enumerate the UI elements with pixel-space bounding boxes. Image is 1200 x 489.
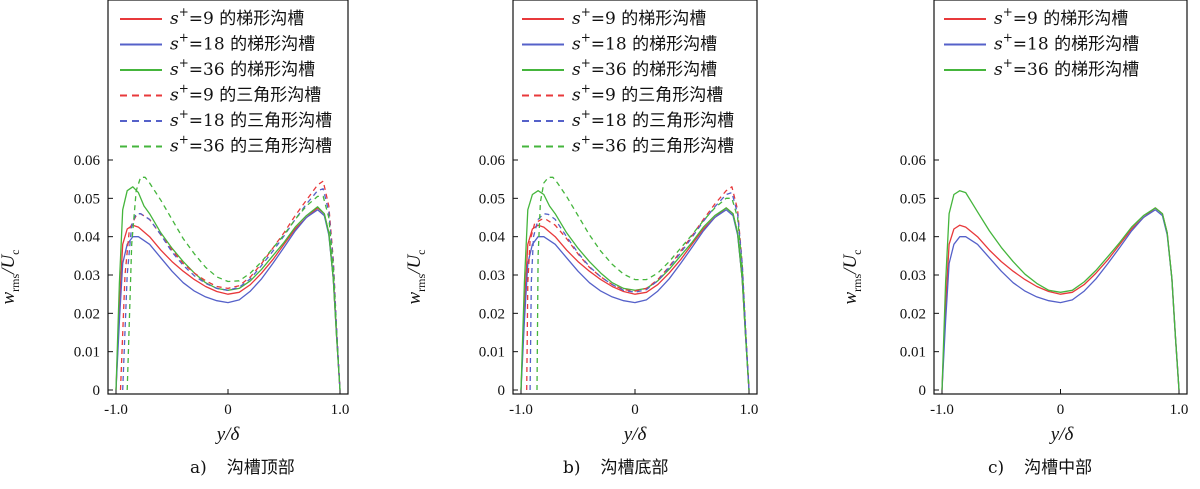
y-tick-label: 0.05 — [74, 191, 100, 207]
x-tick-label: 0 — [224, 402, 232, 418]
legend-entry: s+=9 的梯形沟槽 — [170, 5, 304, 29]
y-tick-label: 0 — [919, 383, 927, 399]
x-axis-label: y/δ — [215, 424, 241, 445]
caption: c) 沟槽中部 — [988, 458, 1092, 478]
series-layer — [941, 190, 1180, 391]
y-tick-label: 0 — [498, 383, 506, 399]
x-tick-label: -1.0 — [509, 402, 533, 418]
caption: a) 沟槽顶部 — [190, 458, 295, 478]
legend-entry: s+=36 的梯形沟槽 — [994, 56, 1139, 80]
tick-layer: 00.010.020.030.040.050.06-1.0 0 1.0 — [74, 153, 350, 418]
series-line — [520, 207, 750, 391]
x-tick-label: 0 — [631, 402, 639, 418]
y-tick-label: 0.06 — [479, 153, 506, 169]
legend-entry: s+=9 的梯形沟槽 — [572, 5, 706, 29]
x-tick-label: 0 — [1057, 402, 1065, 418]
tick-layer: 00.010.020.030.040.050.06-1.0 0 1.0 — [479, 153, 759, 418]
series-line — [520, 209, 750, 391]
y-axis-label: wrms/Uc — [404, 249, 428, 304]
y-tick-label: 0.01 — [74, 345, 100, 361]
legend-entry: s+=36 的三角形沟槽 — [170, 133, 332, 157]
legend-entry: s+=18 的三角形沟槽 — [572, 107, 734, 131]
legend-entry: s+=9 的梯形沟槽 — [994, 5, 1128, 29]
y-tick-label: 0.05 — [900, 191, 926, 207]
legend-entry: s+=9 的三角形沟槽 — [572, 82, 723, 106]
y-tick-label: 0.02 — [900, 306, 926, 322]
legend-entry: s+=18 的梯形沟槽 — [994, 31, 1139, 55]
x-tick-label: 1.0 — [740, 402, 759, 418]
y-tick-label: 0.03 — [900, 268, 926, 284]
series-layer — [115, 176, 341, 391]
y-tick-label: 0.01 — [900, 345, 926, 361]
y-tick-label: 0.04 — [900, 230, 927, 246]
x-axis-label: y/δ — [622, 424, 648, 445]
series-line — [520, 190, 750, 391]
series-layer — [520, 176, 750, 391]
legend-entry: s+=36 的三角形沟槽 — [572, 133, 734, 157]
legend-entry: s+=18 的三角形沟槽 — [170, 107, 332, 131]
y-tick-label: 0.01 — [479, 345, 505, 361]
x-tick-label: -1.0 — [930, 402, 954, 418]
series-line — [941, 190, 1180, 391]
series-line — [941, 209, 1180, 391]
series-line — [126, 176, 341, 391]
y-tick-label: 0.04 — [74, 230, 101, 246]
legend-entry: s+=18 的梯形沟槽 — [170, 31, 315, 55]
legend-entry: s+=36 的梯形沟槽 — [572, 56, 717, 80]
y-axis-label: wrms/Uc — [840, 249, 864, 304]
series-line — [529, 191, 750, 391]
y-tick-label: 0.02 — [479, 306, 505, 322]
x-axis-label: y/δ — [1049, 424, 1075, 445]
legend-entry: s+=18 的梯形沟槽 — [572, 31, 717, 55]
legend-entry: s+=36 的梯形沟槽 — [170, 56, 315, 80]
y-tick-label: 0.04 — [479, 230, 506, 246]
y-tick-label: 0.03 — [74, 268, 100, 284]
caption: b) 沟槽底部 — [563, 458, 669, 478]
y-tick-label: 0.06 — [74, 153, 101, 169]
series-line — [526, 186, 750, 391]
series-line — [115, 186, 341, 391]
series-line — [536, 176, 750, 391]
series-line — [115, 209, 341, 391]
y-axis-label: wrms/Uc — [0, 249, 22, 304]
y-tick-label: 0.06 — [900, 153, 927, 169]
tick-layer: 00.010.020.030.040.050.06-1.0 0 1.0 — [900, 153, 1189, 418]
series-line — [122, 188, 341, 391]
y-tick-label: 0 — [93, 383, 101, 399]
y-tick-label: 0.02 — [74, 306, 100, 322]
y-tick-label: 0.03 — [479, 268, 505, 284]
series-line — [119, 180, 341, 391]
x-tick-label: 1.0 — [1170, 402, 1189, 418]
y-tick-label: 0.05 — [479, 191, 505, 207]
series-line — [115, 207, 341, 391]
x-tick-label: -1.0 — [104, 402, 128, 418]
series-line — [941, 207, 1180, 391]
x-tick-label: 1.0 — [331, 402, 350, 418]
legend-entry: s+=9 的三角形沟槽 — [170, 82, 321, 106]
